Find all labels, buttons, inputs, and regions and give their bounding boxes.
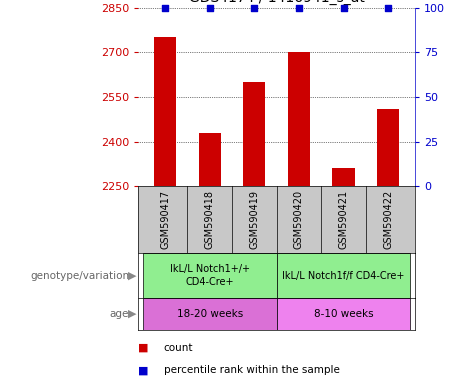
Point	[206, 5, 213, 11]
Text: ■: ■	[138, 365, 149, 375]
Text: age: age	[110, 309, 129, 319]
Bar	[243, 82, 266, 186]
Text: count: count	[164, 343, 193, 353]
Text: GSM590419: GSM590419	[249, 190, 259, 249]
Text: ■: ■	[138, 343, 149, 353]
Text: GSM590421: GSM590421	[338, 190, 349, 249]
Point	[295, 5, 302, 11]
Bar	[277, 253, 410, 298]
Point	[251, 5, 258, 11]
Text: percentile rank within the sample: percentile rank within the sample	[164, 365, 340, 375]
Text: GSM590422: GSM590422	[383, 190, 393, 250]
Text: ▶: ▶	[128, 309, 136, 319]
Text: genotype/variation: genotype/variation	[30, 270, 129, 281]
Text: 8-10 weeks: 8-10 weeks	[313, 309, 373, 319]
Point	[340, 5, 347, 11]
Bar	[377, 109, 399, 186]
Text: 18-20 weeks: 18-20 weeks	[177, 309, 243, 319]
Bar	[277, 298, 410, 330]
Bar	[154, 38, 176, 186]
Text: IkL/L Notch1+/+
CD4-Cre+: IkL/L Notch1+/+ CD4-Cre+	[170, 264, 250, 287]
Text: GSM590418: GSM590418	[205, 190, 215, 249]
Bar	[332, 169, 355, 186]
Title: GDS4174 / 1416941_s_at: GDS4174 / 1416941_s_at	[189, 0, 365, 5]
Text: GSM590420: GSM590420	[294, 190, 304, 249]
Text: IkL/L Notch1f/f CD4-Cre+: IkL/L Notch1f/f CD4-Cre+	[282, 270, 405, 281]
Bar	[143, 253, 277, 298]
Text: GSM590417: GSM590417	[160, 190, 170, 249]
Text: ▶: ▶	[128, 270, 136, 281]
Bar	[288, 52, 310, 186]
Bar	[143, 298, 277, 330]
Bar	[199, 133, 221, 186]
Point	[161, 5, 169, 11]
Point	[384, 5, 392, 11]
